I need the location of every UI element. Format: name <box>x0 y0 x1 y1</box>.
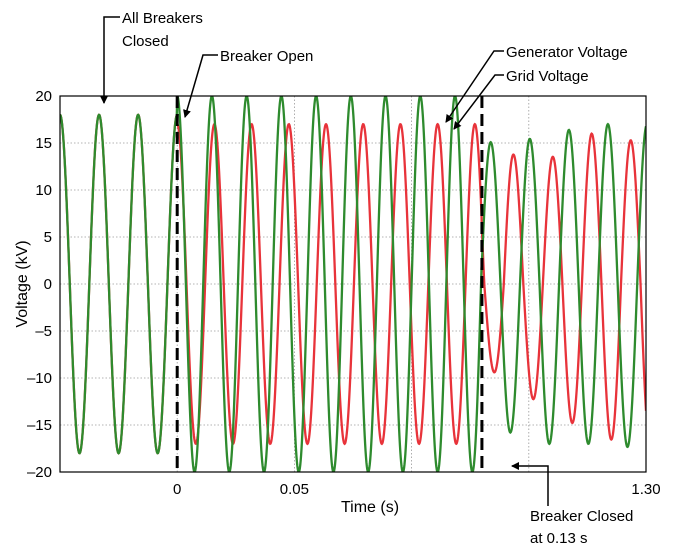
y-tick-label: 5 <box>44 229 52 246</box>
y-tick-label: 0 <box>44 276 52 293</box>
annotation-arrow <box>453 74 504 130</box>
plot-frame <box>59 95 647 473</box>
y-axis-ticks: 20 15 10 5 0 –5 –10 –15 –20 <box>27 88 52 481</box>
y-tick-label: –5 <box>35 323 52 340</box>
annotation-arrow <box>445 50 504 123</box>
event-lines <box>175 96 484 472</box>
y-tick-label: 20 <box>35 88 52 105</box>
annotation-text: Breaker Closed <box>530 508 633 525</box>
y-axis-title: Voltage (kV) <box>14 240 31 327</box>
y-tick-label: 15 <box>35 135 52 152</box>
x-tick-label: 1.30 <box>631 481 660 498</box>
annotation-text: Breaker Open <box>220 48 313 65</box>
annotation-generator-voltage: Generator Voltage <box>445 44 628 123</box>
x-tick-label: 0 <box>173 481 181 498</box>
annotation-grid-voltage: Grid Voltage <box>453 68 589 130</box>
annotation-text: Grid Voltage <box>506 68 589 85</box>
annotation-arrow <box>511 462 549 506</box>
annotation-text: All Breakers <box>122 10 203 27</box>
annotation-text: Generator Voltage <box>506 44 628 61</box>
annotation-breaker-open: Breaker Open <box>183 48 313 118</box>
x-axis-ticks: 0 0.05 1.30 <box>173 481 661 498</box>
annotation-arrow <box>183 54 218 118</box>
x-axis-title: Time (s) <box>341 499 399 516</box>
series-group <box>60 96 646 472</box>
annotation-breaker-closed: Breaker Closed at 0.13 s <box>511 462 633 546</box>
annotation-text: at 0.13 s <box>530 530 588 546</box>
series-line-grid-voltage <box>60 96 646 472</box>
y-tick-label: 10 <box>35 182 52 199</box>
annotation-arrow <box>100 16 120 104</box>
y-tick-label: –15 <box>27 417 52 434</box>
y-tick-label: –20 <box>27 464 52 481</box>
annotation-all-breakers-closed: All Breakers Closed <box>100 10 203 104</box>
annotation-text: Closed <box>122 33 169 50</box>
x-tick-label: 0.05 <box>280 481 309 498</box>
y-tick-label: –10 <box>27 370 52 387</box>
